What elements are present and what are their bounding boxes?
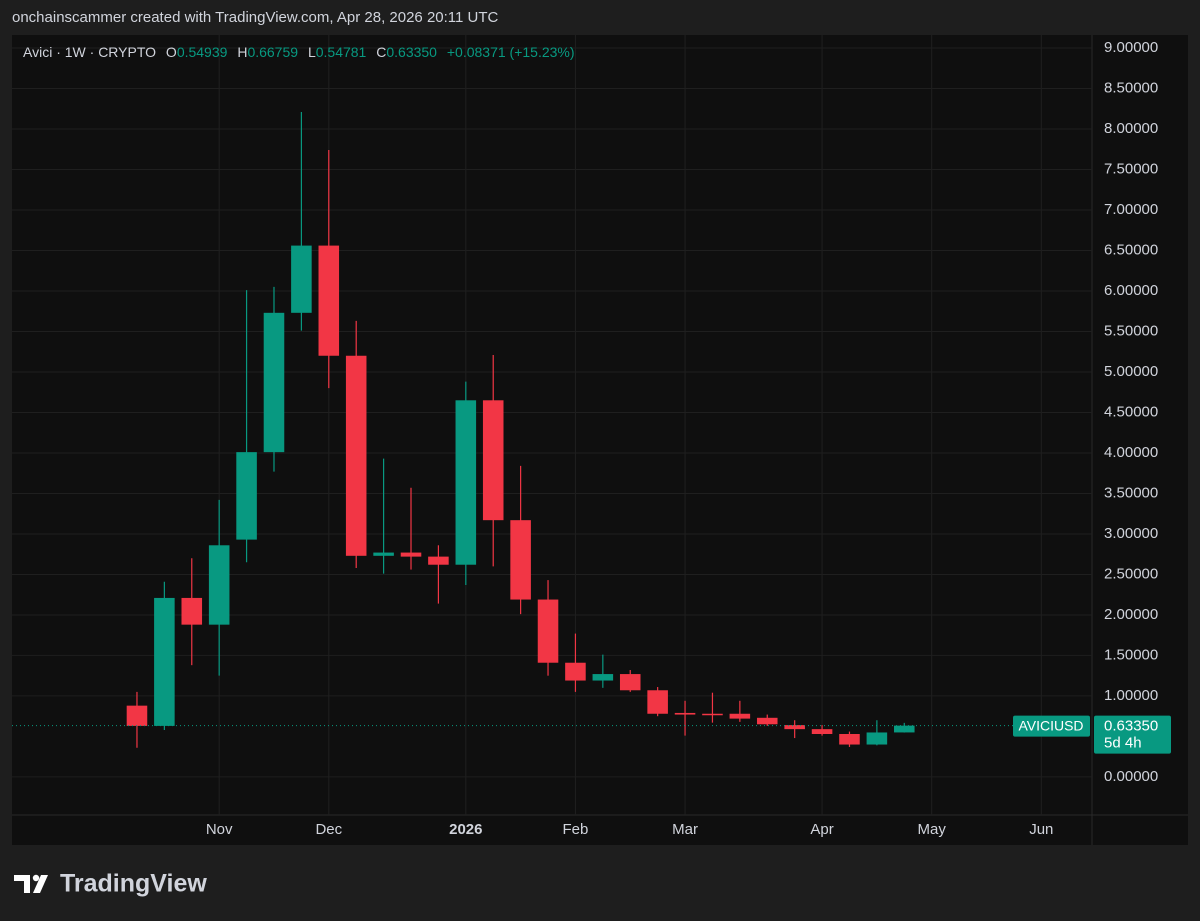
candle-body	[784, 725, 805, 730]
legend-label: C	[376, 44, 386, 60]
y-tick-label: 8.00000	[1104, 120, 1158, 137]
candle-body	[263, 312, 285, 453]
candle-body	[729, 713, 751, 719]
candle-body	[619, 674, 641, 691]
x-tick-label: Apr	[810, 821, 833, 838]
footer-brand: TradingView	[60, 870, 207, 898]
legend-label: O	[166, 44, 177, 60]
x-tick-label: Nov	[206, 821, 233, 838]
candle-body	[510, 520, 531, 600]
y-tick-label: 4.50000	[1104, 403, 1158, 420]
y-tick-label: 2.00000	[1104, 606, 1158, 623]
y-tick-label: 3.00000	[1104, 525, 1158, 542]
candle-body	[702, 713, 723, 716]
y-tick-label: 8.50000	[1104, 79, 1158, 96]
y-tick-label: 6.00000	[1104, 282, 1158, 299]
candle-body	[181, 597, 203, 625]
y-tick-label: 1.00000	[1104, 687, 1158, 704]
legend-label: H	[237, 44, 247, 60]
x-tick-label: Jun	[1029, 821, 1053, 838]
price-tag	[1094, 715, 1171, 754]
y-tick-label: 4.00000	[1104, 444, 1158, 461]
candle-body	[839, 734, 860, 745]
legend-change: +0.08371 (+15.23%)	[447, 44, 575, 60]
candle-body	[318, 245, 340, 356]
x-tick-label: May	[918, 821, 947, 838]
candle-body	[126, 705, 148, 726]
symbol-tag	[1013, 715, 1090, 737]
candle-body	[291, 245, 312, 313]
candle-body	[236, 452, 257, 540]
logo-mark	[14, 875, 30, 893]
legend-value: 0.66759	[247, 44, 298, 60]
chart-panel	[12, 35, 1188, 845]
candle-body	[592, 674, 614, 681]
x-tick-label: Feb	[563, 821, 589, 838]
y-tick-label: 0.00000	[1104, 768, 1158, 785]
logo-mark	[33, 875, 48, 893]
candle-body	[674, 712, 696, 715]
logo-mark	[32, 874, 40, 882]
symbol-tag-text: AVICIUSD	[1018, 717, 1083, 733]
legend-value: 0.63350	[386, 44, 437, 60]
candle-body	[373, 552, 394, 556]
candle-body	[894, 725, 915, 733]
candle-body	[537, 599, 559, 663]
candle-body	[208, 545, 230, 625]
legend: Avici · 1W · CRYPTO O0.54939 H0.66759 L0…	[23, 44, 575, 60]
plot: 0.00000 1.00000 1.50000 2.00000 2.50000 3.000…	[12, 35, 1188, 845]
candle-body	[482, 400, 504, 521]
candle-body	[647, 690, 668, 714]
candle-body	[428, 556, 449, 565]
y-tick-label: 3.50000	[1104, 484, 1158, 501]
tradingview-logo: TradingView	[14, 870, 207, 898]
x-tick-label: Mar	[672, 821, 698, 838]
candle-body	[345, 355, 367, 556]
legend-symbol: Avici · 1W · CRYPTO	[23, 44, 156, 60]
legend-value: 0.54781	[316, 44, 367, 60]
y-tick-label: 7.50000	[1104, 160, 1158, 177]
x-tick-label: 2026	[449, 821, 482, 838]
y-tick-label: 7.00000	[1104, 201, 1158, 218]
y-tick-label: 1.50000	[1104, 646, 1158, 663]
legend-value: 0.54939	[177, 44, 228, 60]
y-tick-label: 9.00000	[1104, 39, 1158, 56]
y-tick-label: 2.50000	[1104, 565, 1158, 582]
candle-body	[811, 729, 833, 735]
y-tick-label: 6.50000	[1104, 241, 1158, 258]
attribution: onchainscammer created with TradingView.…	[12, 9, 499, 26]
candle-body	[756, 717, 778, 725]
candle-body	[455, 400, 477, 565]
y-tick-label: 5.50000	[1104, 322, 1158, 339]
candle-body	[565, 662, 586, 681]
price-tag-value: 0.63350	[1104, 718, 1158, 735]
price-tag-countdown: 5d 4h	[1104, 735, 1142, 752]
candle-body	[154, 597, 175, 726]
y-tick-label: 5.00000	[1104, 363, 1158, 380]
legend-label: L	[308, 44, 316, 60]
candle-body	[400, 552, 422, 557]
candle-body	[866, 732, 888, 745]
x-tick-label: Dec	[315, 821, 342, 838]
